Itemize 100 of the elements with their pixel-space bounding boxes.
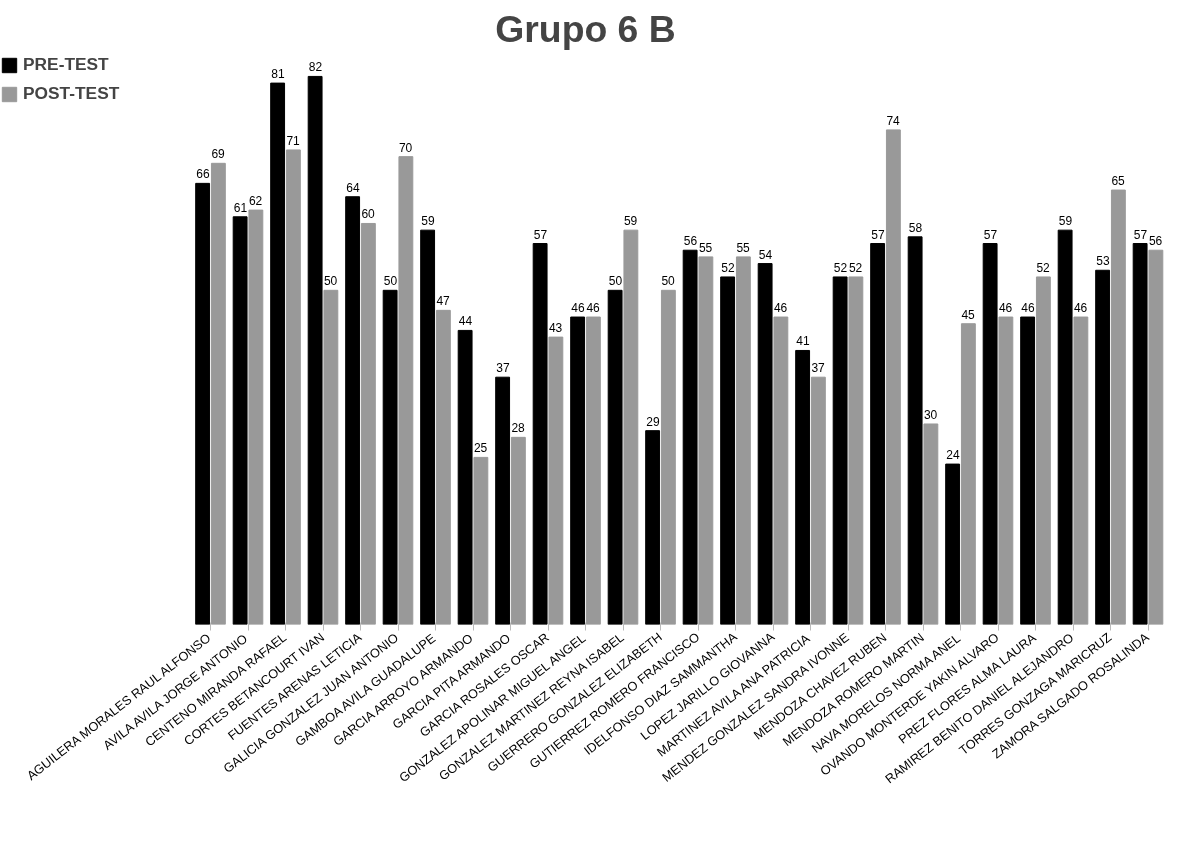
data-label: 46	[586, 301, 601, 316]
data-label: 47	[436, 294, 451, 309]
bar	[1148, 249, 1164, 625]
bar	[735, 256, 751, 625]
bar	[195, 182, 211, 625]
data-label: 66	[196, 167, 210, 182]
bar	[720, 276, 736, 625]
bar	[607, 289, 623, 625]
bar	[682, 249, 698, 625]
data-label: 57	[1133, 227, 1148, 242]
data-label: 58	[908, 220, 923, 235]
bar	[1057, 229, 1073, 625]
data-label: 37	[496, 361, 510, 376]
legend-label: POST-TEST	[23, 83, 120, 104]
data-label: 64	[346, 180, 360, 195]
data-label: 50	[608, 274, 623, 289]
bar	[510, 436, 526, 625]
data-label: 57	[983, 227, 998, 242]
data-label: 46	[1073, 301, 1088, 316]
data-label: 28	[511, 421, 526, 436]
bar	[1035, 276, 1051, 625]
bar	[210, 162, 226, 625]
bar	[398, 156, 414, 625]
data-label: 74	[886, 113, 901, 128]
data-label: 50	[383, 274, 398, 289]
bar	[660, 289, 676, 625]
bar	[1132, 243, 1148, 625]
bar	[248, 209, 264, 625]
data-label: 52	[721, 260, 735, 275]
bar	[1073, 316, 1089, 625]
bar	[623, 229, 639, 625]
data-label: 82	[308, 60, 323, 75]
bar	[773, 316, 789, 625]
bar	[923, 423, 939, 625]
bar	[285, 149, 301, 625]
data-label: 53	[1096, 254, 1110, 269]
data-label: 59	[1058, 214, 1073, 229]
bar	[420, 229, 436, 625]
data-label: 29	[646, 414, 660, 429]
bar	[757, 263, 773, 625]
data-label: 59	[421, 214, 435, 229]
bar	[848, 276, 864, 625]
data-label: 41	[796, 334, 810, 349]
data-label: 46	[998, 301, 1013, 316]
bar	[570, 316, 586, 625]
bar	[232, 216, 248, 625]
data-label: 69	[211, 147, 226, 162]
bar	[435, 309, 451, 625]
bar	[645, 430, 661, 625]
bar	[457, 329, 473, 625]
data-label: 65	[1111, 174, 1126, 189]
bar	[1020, 316, 1036, 625]
data-label: 50	[323, 274, 338, 289]
data-label: 55	[736, 240, 751, 255]
bar	[270, 82, 286, 625]
bar	[885, 129, 901, 625]
data-label: 61	[233, 200, 248, 215]
data-label: 43	[548, 321, 563, 336]
data-label: 52	[848, 260, 863, 275]
data-label: 45	[961, 307, 976, 322]
data-label: 70	[398, 140, 413, 155]
bar	[360, 222, 376, 625]
bar	[495, 376, 511, 625]
data-label: 25	[473, 441, 488, 456]
bar	[960, 323, 976, 625]
data-label: 57	[533, 227, 548, 242]
legend-label: PRE-TEST	[23, 54, 109, 75]
bar	[810, 376, 826, 625]
data-label: 59	[623, 214, 638, 229]
bar	[548, 336, 564, 625]
bar	[473, 456, 489, 625]
bar	[532, 243, 548, 625]
bar	[307, 75, 323, 625]
data-label: 30	[923, 407, 938, 422]
bar	[323, 289, 339, 625]
data-label: 52	[833, 260, 848, 275]
bar	[382, 289, 398, 625]
data-label: 46	[571, 301, 585, 316]
data-label: 56	[1148, 234, 1163, 249]
bar	[1110, 189, 1126, 625]
data-label: 44	[458, 314, 473, 329]
bar	[795, 349, 811, 625]
data-label: 54	[758, 247, 773, 262]
data-label: 46	[1021, 301, 1035, 316]
data-label: 56	[683, 234, 698, 249]
bar	[345, 196, 361, 625]
bar	[945, 463, 961, 625]
chart-title: Grupo 6 B	[495, 7, 676, 50]
data-label: 55	[698, 240, 713, 255]
data-label: 24	[946, 448, 960, 463]
data-label: 81	[271, 67, 285, 82]
bar	[832, 276, 848, 625]
bar	[870, 243, 886, 625]
data-label: 37	[811, 361, 826, 376]
bar	[698, 256, 714, 625]
data-label: 46	[773, 301, 788, 316]
data-label: 52	[1036, 260, 1051, 275]
data-label: 60	[361, 207, 376, 222]
bar	[1095, 269, 1111, 625]
bar	[907, 236, 923, 625]
